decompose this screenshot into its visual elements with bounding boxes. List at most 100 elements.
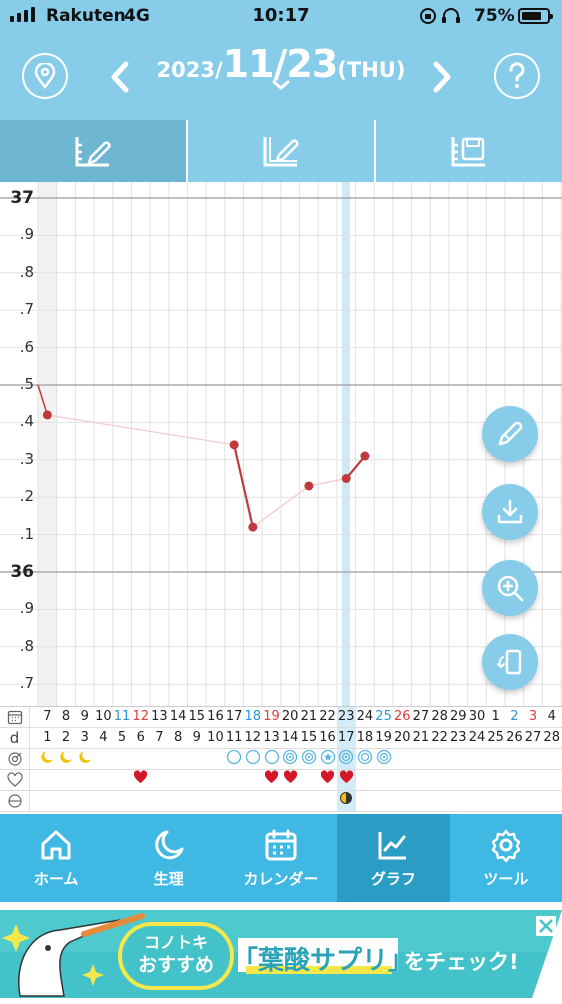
heart-cell[interactable] <box>38 770 57 790</box>
date-cell[interactable]: 10 <box>95 709 112 724</box>
heart-cell[interactable] <box>131 770 150 790</box>
date-cell[interactable]: 12 <box>132 709 149 724</box>
cycle-day-cell[interactable]: 18 <box>356 730 374 745</box>
condition-cell[interactable] <box>318 791 337 811</box>
heart-cell[interactable] <box>505 770 524 790</box>
heart-cell[interactable] <box>75 770 94 790</box>
help-button[interactable] <box>494 53 540 99</box>
cycle-day-cell[interactable]: 24 <box>468 730 486 745</box>
heart-cell[interactable] <box>393 770 412 790</box>
cycle-day-cell[interactable]: 26 <box>506 730 523 745</box>
date-display[interactable]: 2023/11/23(THU) <box>140 42 422 90</box>
cycle-day-cell[interactable]: 1 <box>43 730 52 745</box>
tab-graph-1[interactable] <box>0 120 186 182</box>
prev-date-button[interactable] <box>108 60 132 94</box>
tab-graph-save[interactable] <box>374 120 562 182</box>
nav-home[interactable]: ホーム <box>0 814 112 902</box>
condition-cell[interactable] <box>243 791 262 811</box>
condition-cell[interactable] <box>57 791 76 811</box>
location-button[interactable] <box>22 53 68 99</box>
date-cell[interactable]: 3 <box>528 709 538 724</box>
cycle-day-cell[interactable]: 8 <box>173 730 183 745</box>
condition-cell[interactable] <box>430 791 449 811</box>
cycle-day-cell[interactable]: 6 <box>136 730 145 745</box>
heart-cell[interactable] <box>187 770 206 790</box>
test-cell[interactable] <box>206 749 225 769</box>
test-cell[interactable] <box>300 749 319 769</box>
cycle-day-cell[interactable]: 4 <box>99 730 108 745</box>
heart-cell[interactable] <box>524 770 543 790</box>
date-cell[interactable]: 1 <box>491 709 500 724</box>
ad-banner[interactable]: コノトキ おすすめ 「葉酸サプリ」 をチェック! <box>0 902 562 1000</box>
date-cell[interactable]: 20 <box>281 709 299 724</box>
heart-cell[interactable] <box>300 770 319 790</box>
cycle-day-cell[interactable]: 10 <box>207 730 224 745</box>
date-cell[interactable]: 22 <box>319 709 336 724</box>
test-cell[interactable] <box>243 749 262 769</box>
condition-cell[interactable] <box>393 791 412 811</box>
date-cell[interactable]: 25 <box>375 709 392 724</box>
condition-cell[interactable] <box>38 791 57 811</box>
rotate-fab-button[interactable] <box>482 634 538 690</box>
download-fab-button[interactable] <box>482 484 538 540</box>
cycle-day-cell[interactable]: 2 <box>61 730 71 745</box>
cycle-day-cell[interactable]: 5 <box>117 730 127 745</box>
condition-cell[interactable] <box>524 791 543 811</box>
condition-cell[interactable] <box>281 791 300 811</box>
test-cell[interactable] <box>430 749 449 769</box>
condition-cell[interactable] <box>412 791 431 811</box>
test-cell[interactable] <box>187 749 206 769</box>
nav-period[interactable]: 生理 <box>112 814 224 902</box>
test-cell[interactable] <box>505 749 524 769</box>
date-cell[interactable]: 29 <box>450 709 467 724</box>
zoom-fab-button[interactable] <box>482 560 538 616</box>
heart-cell[interactable] <box>94 770 113 790</box>
date-cell[interactable]: 28 <box>431 709 448 724</box>
test-cell[interactable] <box>356 749 375 769</box>
date-cell[interactable]: 8 <box>61 709 71 724</box>
test-cell[interactable] <box>486 749 505 769</box>
condition-cell[interactable] <box>150 791 169 811</box>
condition-cell[interactable] <box>206 791 225 811</box>
condition-cell[interactable] <box>300 791 319 811</box>
date-cell[interactable]: 9 <box>80 709 89 724</box>
cycle-day-cell[interactable]: 27 <box>524 730 542 745</box>
heart-cell[interactable] <box>318 770 337 790</box>
date-cell[interactable]: 15 <box>188 709 206 724</box>
cycle-day-cell[interactable]: 13 <box>263 730 280 745</box>
condition-cell[interactable] <box>187 791 206 811</box>
test-cell[interactable] <box>393 749 412 769</box>
date-cell[interactable]: 18 <box>244 709 262 724</box>
nav-tools[interactable]: ツール <box>450 814 562 902</box>
test-cell[interactable] <box>131 749 150 769</box>
date-cell[interactable]: 26 <box>393 709 411 724</box>
cycle-day-cell[interactable]: 9 <box>192 730 201 745</box>
date-cell[interactable]: 4 <box>547 709 556 724</box>
condition-cell[interactable] <box>113 791 132 811</box>
cycle-day-cell[interactable]: 3 <box>80 730 89 745</box>
heart-cell[interactable] <box>169 770 188 790</box>
heart-cell[interactable] <box>243 770 262 790</box>
condition-cell[interactable] <box>336 791 356 811</box>
heart-cell[interactable] <box>225 770 244 790</box>
cycle-day-cell[interactable]: 11 <box>225 730 243 745</box>
edit-fab-button[interactable] <box>482 406 538 462</box>
condition-cell[interactable] <box>131 791 150 811</box>
cycle-day-cell[interactable]: 20 <box>393 730 411 745</box>
test-cell[interactable] <box>150 749 169 769</box>
condition-cell[interactable] <box>542 791 561 811</box>
heart-cell[interactable] <box>542 770 561 790</box>
test-cell[interactable] <box>449 749 468 769</box>
date-cell[interactable]: 16 <box>207 709 224 724</box>
heart-cell[interactable] <box>486 770 505 790</box>
date-cell[interactable]: 30 <box>468 709 486 724</box>
date-cell[interactable]: 2 <box>510 709 519 724</box>
condition-cell[interactable] <box>505 791 524 811</box>
test-cell[interactable] <box>318 749 337 769</box>
test-cell[interactable] <box>94 749 113 769</box>
heart-cell[interactable] <box>412 770 431 790</box>
cycle-day-cell[interactable]: 15 <box>300 730 318 745</box>
cycle-day-cell[interactable]: 14 <box>281 730 299 745</box>
heart-cell[interactable] <box>262 770 281 790</box>
condition-cell[interactable] <box>262 791 281 811</box>
